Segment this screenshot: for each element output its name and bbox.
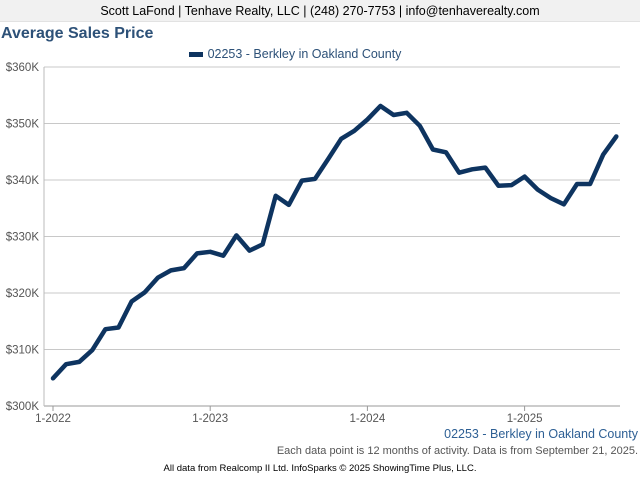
agent-contact-text: Scott LaFond | Tenhave Realty, LLC | (24… <box>100 3 540 18</box>
x-tick-label: 1-2023 <box>192 413 228 425</box>
y-tick-label: $350K <box>6 119 40 131</box>
x-tick-label: 1-2022 <box>35 413 71 425</box>
y-tick-label: $320K <box>6 288 40 300</box>
x-tick-label: 1-2024 <box>349 413 385 425</box>
y-tick-label: $310K <box>6 345 40 357</box>
chart-series <box>50 103 619 381</box>
y-tick-label: $330K <box>6 232 40 244</box>
y-tick-label: $360K <box>6 62 40 74</box>
x-tick-label: 1-2025 <box>507 413 543 425</box>
legend-label: 02253 - Berkley in Oakland County <box>207 47 402 61</box>
series-line <box>50 103 619 381</box>
footer-credit: All data from Realcomp II Ltd. InfoSpark… <box>163 463 477 474</box>
chart-legend[interactable]: 02253 - Berkley in Oakland County <box>0 45 640 63</box>
chart-title: Average Sales Price <box>1 25 154 42</box>
y-axis: $300K $310K $320K $330K $340K $350K $360K <box>6 62 45 413</box>
chart-grid <box>44 66 620 407</box>
y-tick-label: $300K <box>6 401 40 413</box>
x-axis: 1-2022 1-2023 1-2024 1-2025 <box>35 406 543 425</box>
data-note: Each data point is 12 months of activity… <box>276 445 638 457</box>
source-label: 02253 - Berkley in Oakland County <box>444 427 638 441</box>
agent-contact-bar: Scott LaFond | Tenhave Realty, LLC | (24… <box>0 0 640 22</box>
y-tick-label: $340K <box>6 175 40 187</box>
legend-swatch <box>188 51 203 57</box>
